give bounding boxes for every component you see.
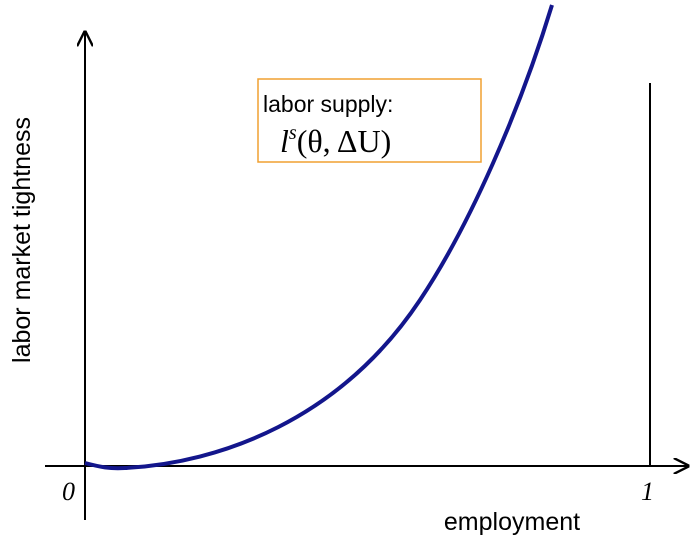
annotation-formula: ls(θ, ΔU) [280,122,391,159]
x-end-label: 1 [641,477,654,506]
annotation-box [257,78,482,163]
formula-base: l [280,123,289,159]
labor-supply-curve [84,4,554,471]
x-axis-label: employment [444,508,580,536]
annotation-title: labor supply: [263,91,393,117]
formula-args: (θ, ΔU) [297,123,392,159]
y-axis-label: labor market tightness [8,117,36,363]
formula-superscript: s [289,122,297,144]
x-origin-label: 0 [62,477,75,506]
